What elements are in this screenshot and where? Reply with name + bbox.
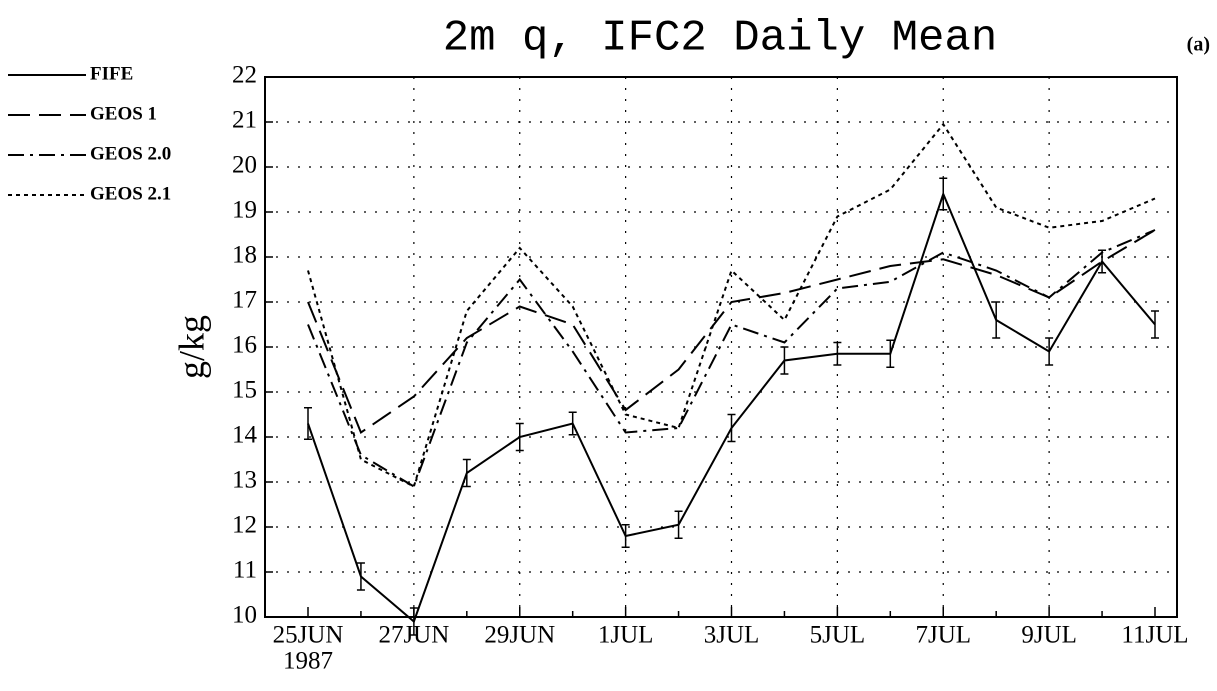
- error-bar: [992, 301, 1001, 339]
- x-tick-label: 29JUN: [484, 622, 555, 649]
- y-axis-label: g/kg: [171, 315, 211, 379]
- series-line: [307, 229, 1156, 488]
- error-bar: [1098, 249, 1107, 274]
- legend-label: GEOS 1: [90, 103, 157, 124]
- y-tick-label: 12: [232, 512, 257, 539]
- chart-title: 2m q, IFC2 Daily Mean: [443, 14, 998, 64]
- error-bar: [462, 458, 471, 488]
- error-bar: [356, 562, 365, 591]
- y-tick-label: 11: [233, 557, 257, 584]
- x-tick-label: 7JUL: [915, 622, 971, 649]
- error-bar: [780, 346, 789, 375]
- error-bar: [1151, 310, 1159, 339]
- x-tick-label: 25JUN: [273, 622, 344, 649]
- error-bar: [409, 607, 418, 636]
- x-tick-label: 1JUL: [598, 622, 654, 649]
- y-tick-label: 18: [232, 242, 257, 269]
- error-bar: [568, 411, 577, 436]
- y-tick-label: 20: [232, 152, 257, 179]
- error-bar: [515, 422, 524, 452]
- y-tick-label: 16: [232, 332, 257, 359]
- error-bar: [939, 177, 948, 211]
- y-tick-label: 13: [232, 467, 257, 494]
- error-bar: [621, 524, 630, 548]
- y-tick-label: 19: [232, 197, 257, 224]
- y-tick-label: 10: [232, 602, 257, 629]
- panel-label: (a): [1187, 34, 1210, 56]
- error-bar: [727, 413, 736, 443]
- x-tick-label: 11JUL: [1121, 622, 1188, 649]
- y-tick-label: 17: [232, 287, 257, 314]
- error-bar: [1045, 337, 1054, 366]
- x-tick-label: 9JUL: [1021, 622, 1077, 649]
- y-tick-label: 14: [232, 422, 258, 449]
- error-bar: [304, 407, 312, 440]
- series-line: [307, 122, 1156, 488]
- legend-label: GEOS 2.1: [90, 183, 171, 204]
- y-tick-label: 22: [232, 62, 257, 89]
- legend-label: FIFE: [90, 63, 133, 84]
- error-bar: [886, 339, 895, 368]
- x-year-label: 1987: [283, 648, 333, 675]
- error-bar: [833, 341, 842, 366]
- y-tick-label: 21: [232, 107, 257, 134]
- x-tick-label: 3JUL: [704, 622, 760, 649]
- error-bar: [674, 510, 683, 539]
- series-line: [307, 229, 1156, 435]
- y-tick-label: 15: [232, 377, 257, 404]
- legend-label: GEOS 2.0: [90, 143, 171, 164]
- x-tick-label: 5JUL: [810, 622, 866, 649]
